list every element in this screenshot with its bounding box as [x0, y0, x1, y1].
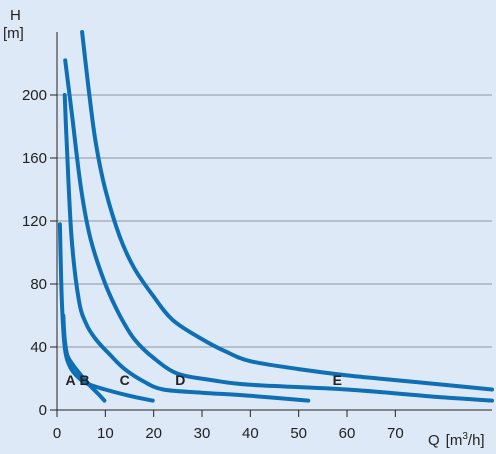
curve-label-c: C — [120, 372, 130, 388]
x-tick-label-60: 60 — [339, 425, 356, 442]
x-tick-label-20: 20 — [145, 425, 162, 442]
curve-label-a: A — [65, 372, 75, 388]
y-tick-label-80: 80 — [30, 276, 47, 293]
x-tick-label-30: 30 — [194, 425, 211, 442]
curve-e — [80, 30, 494, 392]
y-tick-label-160: 160 — [22, 150, 47, 167]
x-axis-title-unit: [m — [446, 432, 463, 449]
curve-label-e: E — [333, 372, 342, 388]
y-axis-title: H — [10, 7, 21, 24]
y-tick-label-0: 0 — [39, 402, 47, 419]
x-tick-label-40: 40 — [242, 425, 259, 442]
x-axis-title-end: /h] — [468, 432, 485, 449]
curve-c — [62, 93, 311, 403]
x-tick-label-10: 10 — [97, 425, 114, 442]
grid-lines — [57, 94, 492, 348]
y-tick-label-40: 40 — [30, 339, 47, 356]
x-tick-label-0: 0 — [53, 425, 61, 442]
y-axis-unit: [m] — [3, 25, 24, 42]
curves — [57, 30, 494, 403]
curve-d — [63, 58, 494, 403]
curve-label-d: D — [175, 372, 185, 388]
curve-b — [57, 222, 155, 403]
y-tick-label-120: 120 — [22, 213, 47, 230]
x-tick-label-50: 50 — [290, 425, 307, 442]
ticks: 0 40 80 120 160 200 0 10 20 30 40 50 60 70 — [22, 87, 404, 442]
y-tick-label-200: 200 — [22, 87, 47, 104]
x-axis-title-main: Q — [428, 432, 440, 449]
x-tick-label-70: 70 — [387, 425, 404, 442]
x-axis-title-sup: 3 — [462, 431, 468, 442]
curve-label-b: B — [79, 372, 89, 388]
x-axis-title: Q [m3/h] — [428, 431, 485, 449]
